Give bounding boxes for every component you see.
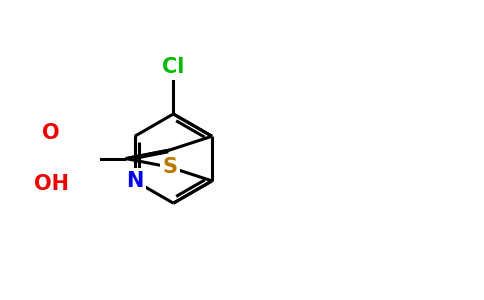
Text: OH: OH <box>33 174 69 194</box>
Text: S: S <box>162 157 177 177</box>
Text: Cl: Cl <box>162 57 184 77</box>
Text: N: N <box>126 171 143 191</box>
Text: O: O <box>42 123 60 143</box>
